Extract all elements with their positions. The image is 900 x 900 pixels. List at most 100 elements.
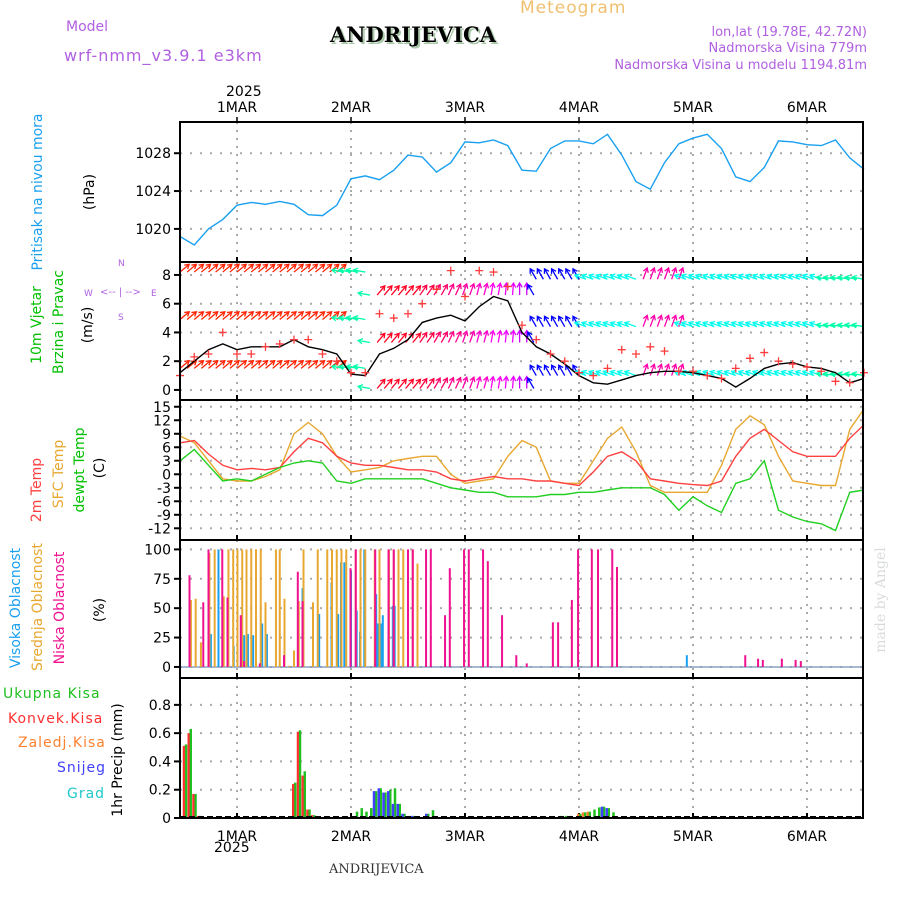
wind-arrow-head — [737, 369, 744, 376]
wind-arrow-head — [226, 310, 233, 317]
wind-arrow — [179, 311, 190, 320]
wind-gust-marker — [760, 348, 769, 357]
cloud-bar-low — [387, 549, 390, 667]
wind-arrow-head — [730, 320, 737, 327]
wind-arrow — [511, 376, 515, 389]
wind-arrow-head — [616, 320, 623, 327]
wind-arrow-head — [319, 359, 326, 366]
wind-gust-marker — [275, 339, 284, 348]
precip-total-bar — [294, 782, 297, 818]
wind-arrow-head — [483, 375, 490, 382]
wind-arrow-head — [483, 282, 490, 289]
wind-arrow-head — [527, 331, 533, 338]
sfc-temp-line — [179, 408, 865, 493]
wind-arrow — [419, 378, 428, 389]
wind-arrow-head — [815, 371, 822, 378]
wind-arrow-head — [248, 263, 255, 270]
wind-gust-marker — [290, 335, 298, 344]
wind-arrow-head — [312, 263, 319, 270]
wind-arrow-head — [808, 273, 816, 280]
wind-arrow-head — [489, 282, 496, 289]
wind-arrow-head — [387, 332, 393, 339]
cloud-bar-mid — [416, 563, 419, 667]
day-label-top: 4MAR — [559, 100, 600, 116]
wind-gust-marker — [689, 367, 697, 376]
precip-snow-bar — [410, 815, 414, 818]
wind-arrow-head — [198, 310, 205, 317]
wind-arrow — [383, 378, 393, 389]
wind-arrow — [243, 360, 254, 369]
wind-arrow — [558, 315, 566, 328]
wind-arrow — [447, 377, 455, 389]
wind-unit: (m/s) — [80, 306, 96, 344]
wind-arrow-head — [822, 274, 829, 281]
wind-gust-marker — [318, 350, 327, 358]
cloud-bar-mid — [274, 549, 277, 667]
wind-arrow-head — [483, 329, 490, 336]
wind-arrow-head — [502, 375, 510, 382]
day-label-bottom: 2MAR — [331, 829, 372, 845]
wind-arrow-head — [801, 320, 808, 327]
wind-arrow — [236, 311, 247, 320]
precip-total-bar — [583, 812, 587, 818]
cloud-bar-low — [551, 622, 554, 667]
cloud-bar-low — [501, 615, 504, 667]
wind-arrow — [426, 284, 435, 296]
wind-arrow-head — [623, 320, 630, 327]
wind-arrow-head — [356, 384, 364, 391]
wind-gust-marker — [575, 368, 583, 377]
cloud-bar-mid — [245, 549, 248, 667]
precip-snow-legend: Snijeg — [57, 760, 107, 776]
wind-arrow — [293, 360, 304, 369]
wind-arrow-head — [475, 375, 482, 382]
wind-arrow — [663, 315, 670, 327]
temp-unit: (C) — [92, 457, 108, 479]
wind-arrow-head — [616, 369, 623, 376]
precip-total-bar — [607, 808, 610, 818]
wind-arrow — [307, 360, 318, 369]
wind-arrow — [390, 285, 400, 296]
wind-arrow-head — [527, 377, 533, 384]
wind-gust-marker — [831, 377, 840, 386]
wind-arrow-head — [794, 320, 801, 327]
wind-arrow — [286, 360, 297, 369]
wind-arrow — [649, 364, 655, 376]
wind-arrow-head — [337, 363, 345, 371]
wind-arrow-head — [305, 263, 312, 270]
compass-n: N — [118, 259, 125, 269]
wind-arrow-head — [536, 267, 543, 274]
wind-arrow-head — [219, 310, 226, 317]
wind-arrow — [329, 263, 340, 273]
wind-arrow-head — [356, 338, 364, 345]
wind-gust-marker — [788, 360, 797, 369]
wind-arrow — [229, 311, 240, 320]
wind-arrow-head — [415, 378, 422, 385]
wind-arrow-head — [572, 267, 578, 274]
wind-arrow — [476, 330, 481, 343]
precip-snow-bar — [600, 806, 604, 818]
wind-arrow — [286, 263, 297, 273]
wind-arrow — [483, 330, 488, 343]
cloud-bar-low — [525, 663, 528, 667]
wind-label: 10m Vjetar — [29, 286, 45, 364]
y-tick-label: 0.2 — [149, 783, 171, 799]
wind-gust-marker — [646, 342, 655, 351]
cloud-bar-mid — [264, 602, 267, 667]
precip-total-bar — [393, 788, 397, 818]
wind-arrow-head — [394, 332, 400, 339]
wind-arrow — [250, 311, 261, 320]
wind-arrow-head — [550, 315, 557, 322]
cloud-bar-mid — [199, 642, 202, 667]
wind-arrow — [527, 377, 535, 389]
y-tick-label: 15 — [153, 400, 171, 416]
wind-arrow-head — [269, 310, 276, 317]
cloud-bar-mid — [378, 549, 381, 667]
precip-total-bar — [588, 811, 591, 818]
year-top: 2025 — [226, 84, 262, 100]
wind-arrow-head — [340, 263, 347, 270]
wind-arrow — [642, 267, 648, 280]
cloud-bar-low — [221, 549, 224, 667]
wind-arrow — [215, 360, 226, 369]
wind-arrow — [358, 292, 371, 296]
y-tick-label: 75 — [153, 572, 171, 588]
